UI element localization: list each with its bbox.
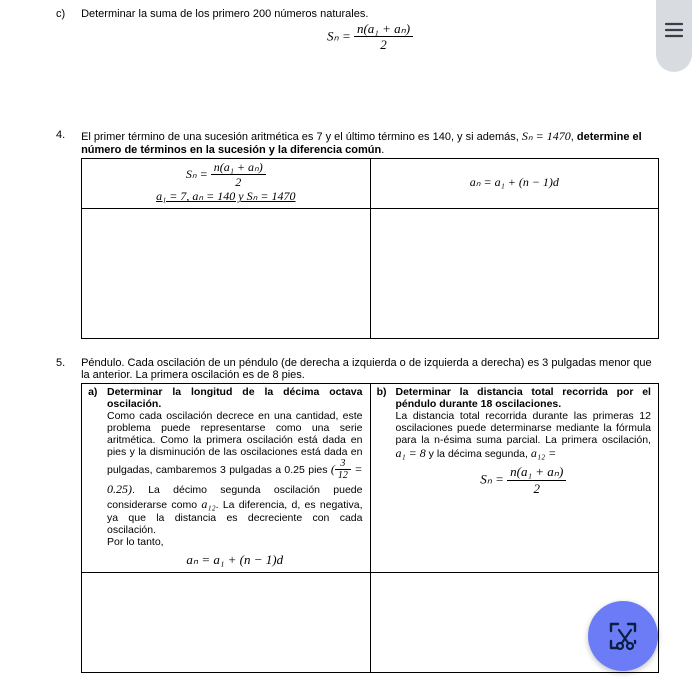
hamburger-icon: [665, 22, 683, 38]
exercise-c-body: Determinar la suma de los primero 200 nú…: [81, 8, 659, 55]
exercise-4-text3: .: [381, 144, 384, 156]
exercise-4-left-header: Sₙ = n(a₁ + aₙ) 2 a₁ = 7, aₙ = 140 y Sₙ …: [82, 158, 371, 209]
frac-num: 3: [335, 458, 351, 470]
formula-den: 2: [354, 37, 413, 53]
exercise-4-left-values: a₁ = 7, aₙ = 140 y Sₙ = 1470: [88, 189, 364, 204]
formula-den: 2: [211, 175, 266, 189]
exercise-5-body: Péndulo. Cada oscilación de un péndulo (…: [81, 357, 659, 673]
exercise-5a-title: Determinar la longitud de la décima octa…: [107, 386, 363, 410]
formula-lhs: Sₙ =: [327, 28, 351, 43]
exercise-5-label: 5.: [56, 357, 78, 369]
exercise-5a-cell: a) Determinar la longitud de la décima o…: [82, 384, 371, 573]
exercise-4-right-header: aₙ = a₁ + (n − 1)d: [370, 158, 659, 209]
exercise-5b-label: b): [377, 386, 393, 398]
exercise-4-left-blank: [82, 209, 371, 339]
exercise-5b-cell: b) Determinar la distancia total recorri…: [370, 384, 659, 573]
formula-num: n(a₁ + aₙ): [211, 161, 266, 175]
exercise-5b-formula: Sₙ = n(a₁ + aₙ) 2: [395, 465, 651, 496]
exercise-5: 5. Péndulo. Cada oscilación de un péndul…: [56, 357, 662, 673]
exercise-5a-label: a): [88, 386, 104, 398]
exercise-4-label: 4.: [56, 129, 78, 141]
exercise-5a-formula: aₙ = a₁ + (n − 1)d: [107, 552, 363, 568]
formula-lhs: Sₙ =: [186, 167, 208, 181]
exercise-4-right-blank: [370, 209, 659, 339]
exercise-5a-porlo: Por lo tanto,: [107, 536, 164, 548]
a12: a₁₂: [201, 497, 215, 511]
exercise-4-text1: El primer término de una sucesión aritmé…: [81, 131, 522, 143]
exercise-5-intro: Péndulo. Cada oscilación de un péndulo (…: [81, 357, 652, 381]
exercise-c: c) Determinar la suma de los primero 200…: [56, 8, 662, 55]
exercise-5-table: a) Determinar la longitud de la décima o…: [81, 383, 659, 673]
snip-icon: [606, 619, 640, 653]
exercise-4-body: El primer término de una sucesión aritmé…: [81, 129, 659, 340]
exercise-5b-title: Determinar la distancia total recorrida …: [395, 386, 651, 410]
exercise-c-formula: Sₙ = n(a₁ + aₙ) 2: [81, 22, 659, 53]
frac-den: 12: [335, 470, 351, 482]
exercise-c-text: Determinar la suma de los primero 200 nú…: [81, 8, 368, 20]
exercise-5b-body2: y la décima segunda,: [426, 448, 531, 460]
exercise-5a-blank: [82, 573, 371, 673]
exercise-4: 4. El primer término de una sucesión ari…: [56, 129, 662, 340]
exercise-5a-body1: Como cada oscilación decrece en una cant…: [107, 410, 363, 476]
side-tab[interactable]: [656, 0, 692, 72]
snip-fab[interactable]: [588, 601, 658, 671]
exercise-4-eq: Sₙ = 1470: [522, 129, 571, 143]
a1: a₁ = 8: [395, 446, 425, 460]
exercise-4-right-formula: aₙ = a₁ + (n − 1)d: [470, 175, 559, 189]
formula-den: 2: [507, 481, 566, 497]
formula-num: n(a₁ + aₙ): [354, 22, 413, 37]
a12b: a₁₂ =: [531, 446, 556, 460]
exercise-4-table: Sₙ = n(a₁ + aₙ) 2 a₁ = 7, aₙ = 140 y Sₙ …: [81, 158, 659, 340]
exercise-5b-body1: La distancia total recorrida durante las…: [395, 410, 651, 446]
exercise-c-label: c): [56, 8, 78, 20]
formula-num: n(a₁ + aₙ): [507, 465, 566, 480]
formula-lhs: Sₙ =: [480, 472, 504, 487]
